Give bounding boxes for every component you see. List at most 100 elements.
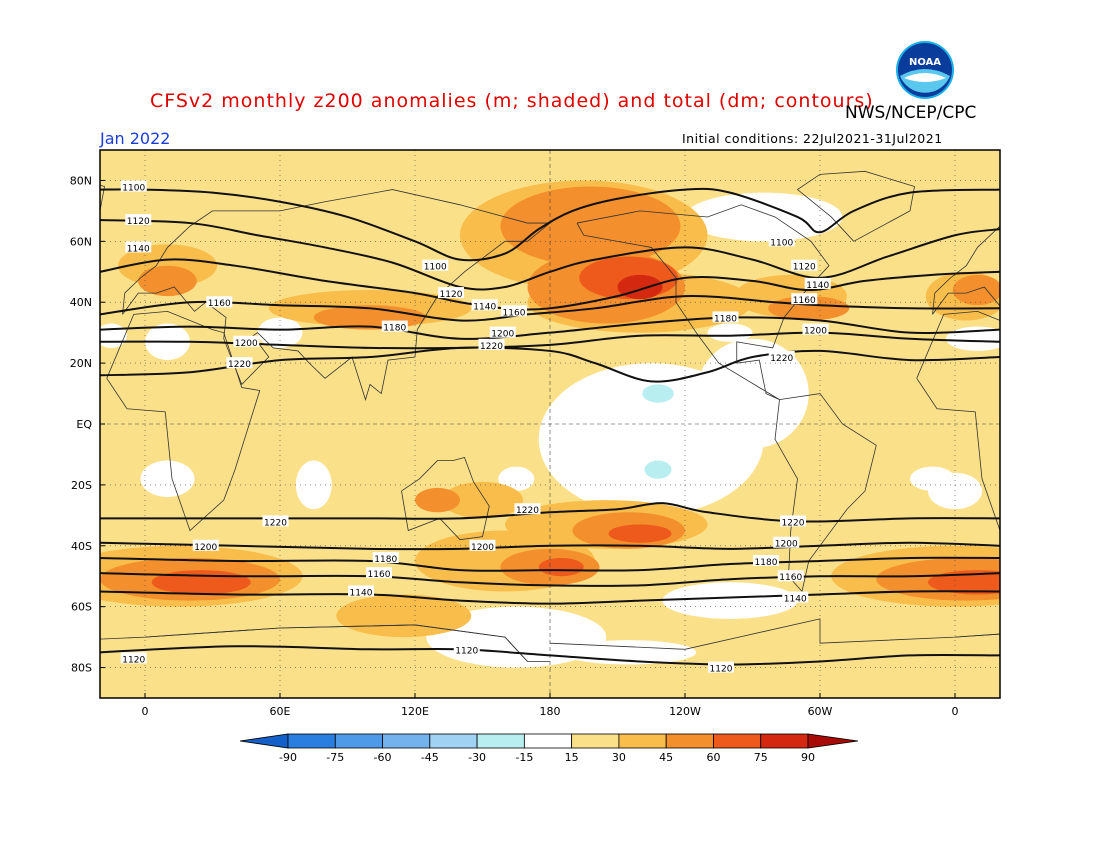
- contour-label: 1120: [122, 655, 145, 665]
- contour-line-1120: [100, 645, 1000, 666]
- contour-line-1180: [100, 556, 1000, 572]
- colorbar-box: [760, 733, 809, 749]
- lat-tick-label: 60S: [71, 601, 92, 614]
- contour-label-bg: [804, 277, 831, 289]
- contour-label-bg: [125, 214, 152, 226]
- neutral-anomaly-region: [910, 466, 955, 491]
- contour-label: 1100: [122, 184, 145, 194]
- lon-tick-label: 0: [142, 705, 149, 718]
- negative-anomaly-region: [642, 384, 674, 403]
- contour-label: 1180: [383, 324, 406, 334]
- contour-label: 1120: [710, 665, 733, 675]
- contour-label-bg: [206, 296, 233, 308]
- contour-label-bg: [366, 567, 392, 579]
- contour-line-1140: [100, 258, 1000, 311]
- initial-conditions-label: Initial conditions: 22Jul2021-31Jul2021: [682, 131, 943, 146]
- colorbar-tick-label: 45: [659, 751, 673, 764]
- neutral-anomaly-region: [685, 192, 843, 242]
- neutral-anomaly-region: [662, 582, 798, 619]
- coastline: [549, 618, 1000, 650]
- neutral-anomaly-region: [257, 317, 303, 348]
- colorbar-low-arrow: [239, 733, 289, 749]
- colorbar-tick-label: 15: [565, 751, 579, 764]
- lat-tick-label: 40S: [71, 540, 92, 553]
- contour-label-bg: [438, 287, 464, 299]
- contour-label-bg: [501, 305, 527, 317]
- coastline: [0, 394, 66, 592]
- anomaly-region-60: [500, 186, 681, 266]
- contour-line-1120: [100, 219, 1000, 291]
- contour-label-bg: [453, 643, 480, 655]
- contour-line-1140: [100, 590, 1000, 605]
- anomaly-region-75: [928, 570, 1000, 595]
- logo-text: NOAA: [909, 57, 941, 68]
- contour-label-bg: [782, 591, 809, 603]
- contour-label: 1180: [714, 314, 737, 324]
- contour-label-bg: [712, 311, 739, 323]
- lat-tick-label: EQ: [76, 418, 92, 431]
- lon-tick-label: 180: [540, 705, 561, 718]
- anomaly-region-45: [442, 481, 523, 519]
- anomaly-region-60: [415, 487, 460, 513]
- plot-area: 1100 1100 1100 1120 1120 1120 1140 1140 1140 1160…: [0, 150, 1000, 698]
- contour-label-bg: [233, 335, 260, 347]
- colorbar-high-arrow: [807, 733, 859, 749]
- contour-label: 1200: [471, 543, 494, 553]
- coastline: [401, 457, 490, 541]
- colorbar-box: [382, 733, 431, 749]
- lat-tick-label: 40N: [70, 296, 92, 309]
- contour-label: 1160: [779, 573, 802, 583]
- anomaly-region-60: [952, 274, 1000, 306]
- contour-label: 1220: [480, 342, 503, 352]
- noaa-logo-icon: NOAA: [896, 41, 954, 99]
- colorbar-box: [476, 733, 525, 749]
- coastline: [796, 170, 915, 242]
- lon-tick-label: 120W: [669, 705, 701, 718]
- contour-label: 1140: [350, 588, 373, 598]
- contour-label: 1140: [806, 281, 829, 291]
- contour-label-bg: [489, 326, 516, 338]
- anomaly-region-90: [617, 274, 663, 300]
- contour-label-bg: [372, 551, 399, 563]
- colorbar-box: [334, 733, 383, 749]
- anomaly-region-75: [151, 570, 251, 595]
- contour-label-bg: [478, 338, 505, 350]
- contour-label: 1140: [784, 595, 807, 605]
- contour-label: 1140: [127, 244, 150, 254]
- contour-label: 1100: [424, 263, 447, 273]
- contour-label-bg: [768, 235, 795, 247]
- neutral-anomaly-region: [140, 460, 195, 498]
- contour-label: 1220: [264, 518, 287, 528]
- contour-label: 1160: [503, 308, 526, 318]
- contour-label-bg: [768, 351, 795, 363]
- contour-label: 1200: [804, 327, 827, 337]
- colorbar-box: [713, 733, 762, 749]
- contour-label: 1200: [775, 540, 798, 550]
- contour-label: 1160: [208, 299, 231, 309]
- contour-label-bg: [777, 570, 804, 582]
- contour-label-bg: [120, 180, 147, 192]
- coastline: [106, 310, 261, 532]
- colorbar-tick-label: 30: [612, 751, 626, 764]
- colorbar-box: [429, 733, 478, 749]
- lon-tick-label: 0: [952, 705, 959, 718]
- colorbar-tick-label: 60: [706, 751, 720, 764]
- lat-tick-label: 20S: [71, 479, 92, 492]
- contour-line-1220: [100, 346, 1000, 383]
- contour-label-bg: [780, 515, 806, 527]
- colorbar-box: [287, 733, 336, 749]
- coastline: [916, 310, 1000, 532]
- contour-label-bg: [192, 539, 219, 551]
- colorbar-tick-label: 75: [754, 751, 768, 764]
- anomaly-region-60: [138, 265, 197, 297]
- contour-label: 1220: [770, 354, 793, 364]
- contour-label: 1220: [228, 360, 251, 370]
- contour-label-bg: [120, 652, 147, 664]
- chart-title: CFSv2 monthly z200 anomalies (m; shaded)…: [150, 90, 874, 112]
- contour-label: 1100: [770, 238, 793, 248]
- coastline: [576, 204, 830, 401]
- contour-label: 1200: [491, 330, 514, 340]
- contour-label-bg: [471, 299, 498, 311]
- contour-label-bg: [125, 241, 152, 253]
- contour-label-bg: [514, 503, 541, 515]
